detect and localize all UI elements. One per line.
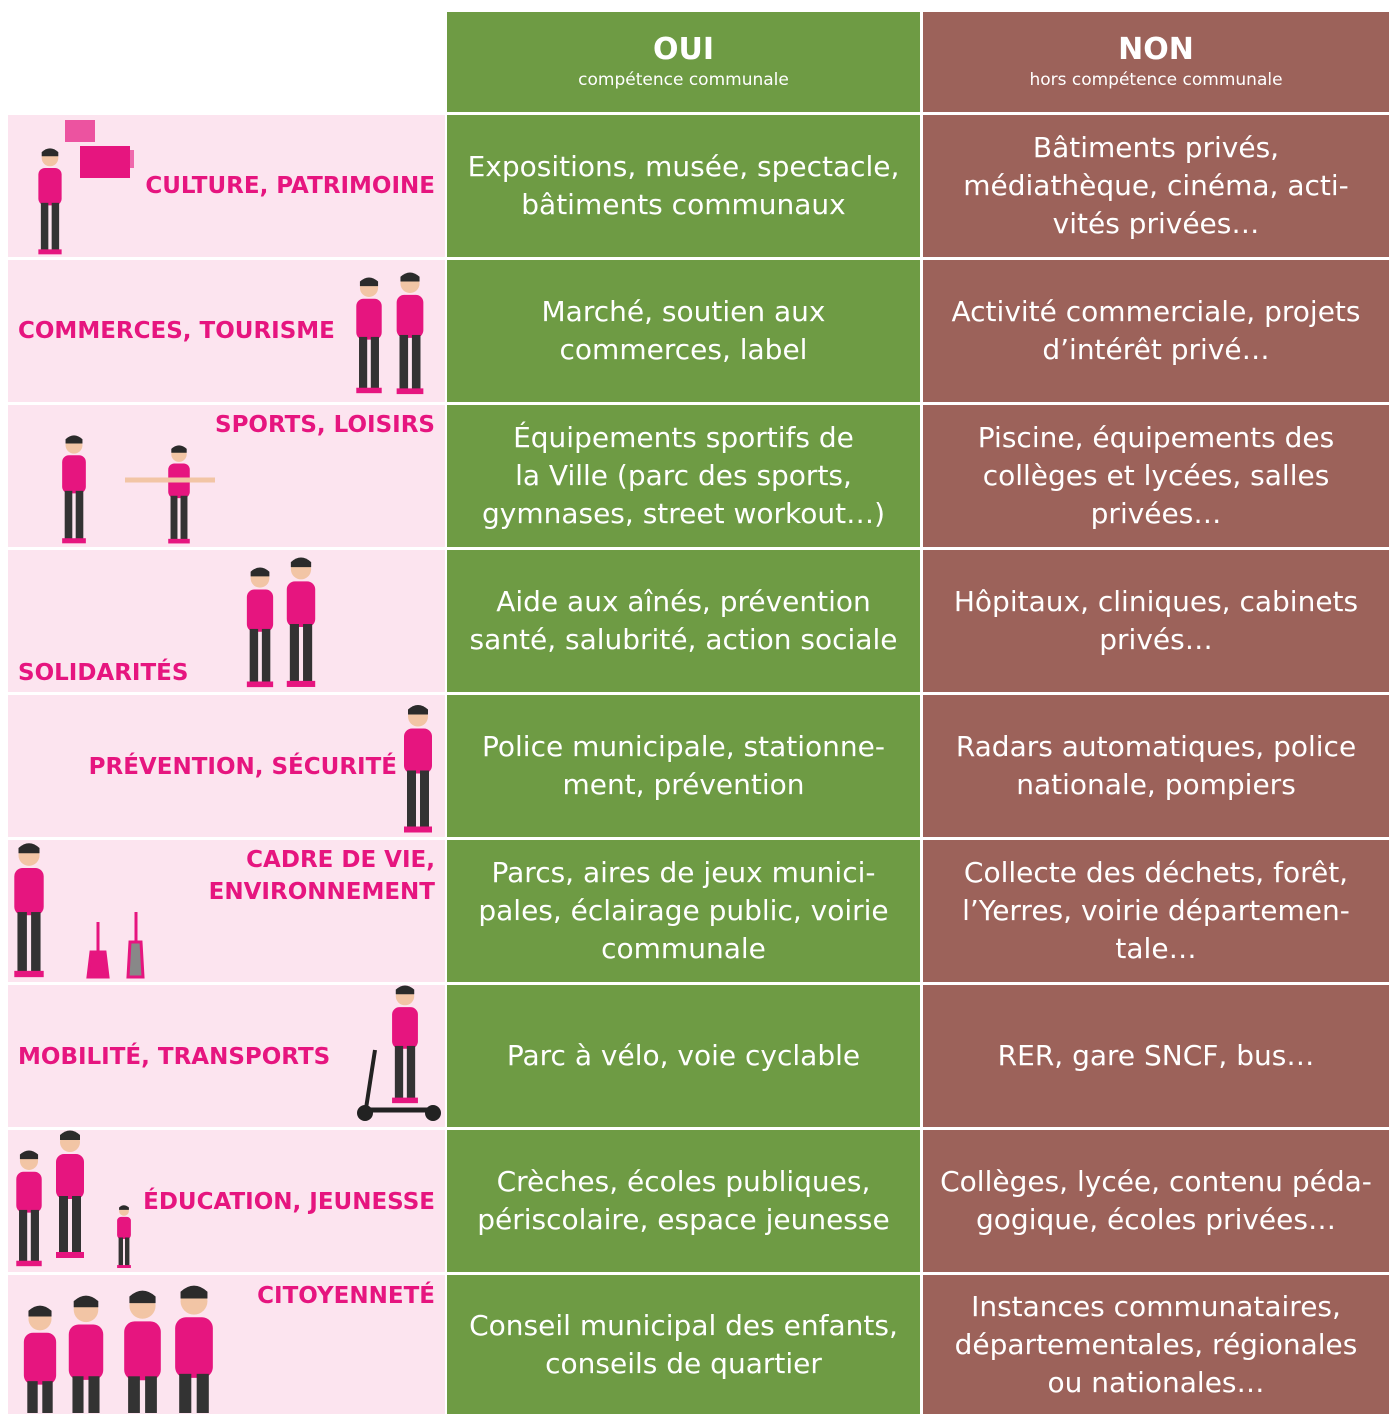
illustration [23, 1285, 213, 1413]
cell-line: privées… [1090, 497, 1222, 530]
cell-line: ou nationales… [1047, 1365, 1265, 1399]
cell-line: nationale, pompiers [1016, 768, 1296, 801]
cell-line: Piscine, équipements des [977, 421, 1335, 454]
oui-cell: Marché, soutien aux commerces, label [447, 260, 920, 402]
label-line: SPORTS, LOISIRS [215, 412, 435, 438]
label-line: MOBILITÉ, TRANSPORTS [18, 1044, 331, 1070]
cell-line: bâtiments communaux [521, 188, 846, 221]
oui-cell: Aide aux aînés, prévention santé, salubri… [447, 550, 920, 692]
oui-cell: Parcs, aires de jeux munici-pales, éclai… [447, 840, 920, 982]
header-subtitle: hors compétence communale [1029, 70, 1283, 90]
cell-line: la Ville (parc des sports, [515, 459, 852, 492]
illustration [62, 435, 215, 544]
cell-line: Collèges, lycée, contenu péda- [940, 1165, 1372, 1198]
label-line: CULTURE, PATRIMOINE [145, 173, 435, 199]
illustration [356, 272, 424, 395]
non-cell: Hôpitaux, cliniques, cabinets privés… [923, 550, 1389, 692]
cell-line: départementales, régionales [954, 1327, 1358, 1361]
cell-line: périscolaire, espace jeunesse [477, 1203, 890, 1236]
column-header: OUI compétence communale [447, 12, 920, 112]
illustration [246, 557, 316, 688]
row-label-cell: CADRE DE VIE, ENVIRONNEMENT [8, 840, 445, 982]
non-cell: Instances communataires, départementales,… [923, 1275, 1389, 1414]
cell-line: Aide aux aînés, prévention [496, 585, 871, 618]
non-cell: Bâtiments privés, médiathèque, cinéma, ac… [923, 115, 1389, 257]
non-cell: Collèges, lycée, contenu péda-gogique, é… [923, 1130, 1389, 1272]
header-title: NON [1118, 32, 1194, 67]
row-label: MOBILITÉ, TRANSPORTS [18, 1041, 330, 1073]
cell-line: pales, éclairage public, voirie [478, 894, 889, 927]
cell-line: tale… [1115, 932, 1197, 965]
row-label-cell: PRÉVENTION, SÉCURITÉ [8, 695, 445, 837]
oui-cell: Conseil municipal des enfants, conseils d… [447, 1275, 920, 1414]
label-line: SOLIDARITÉS [18, 660, 189, 686]
illustration [38, 120, 134, 255]
oui-cell: Police municipale, stationne-ment, préve… [447, 695, 920, 837]
row-label: SPORTS, LOISIRS [215, 409, 435, 441]
cell-line: Collecte des déchets, forêt, [963, 856, 1349, 889]
cell-line: communale [601, 932, 766, 965]
cell-line: gymnases, street workout…) [481, 497, 886, 530]
cell-line: privés… [1099, 623, 1213, 656]
non-cell: RER, gare SNCF, bus… [923, 985, 1389, 1127]
cell-line: Radars automatiques, police [955, 730, 1357, 763]
oui-cell: Crèches, écoles publiques, périscolaire, … [447, 1130, 920, 1272]
cell-line: Instances communataires, [971, 1289, 1341, 1323]
non-cell: Activité commerciale, projets d’intérêt p… [923, 260, 1389, 402]
non-cell: Radars automatiques, police nationale, po… [923, 695, 1389, 837]
cell-line: Équipements sportifs de [513, 421, 854, 454]
cell-line: vités privées… [1052, 207, 1260, 240]
cell-line: Crèches, écoles publiques, [496, 1165, 871, 1198]
cell-line: Activité commerciale, projets [951, 295, 1361, 328]
non-cell: Collecte des déchets, forêt, l’Yerres, vo… [923, 840, 1389, 982]
label-line: ENVIRONNEMENT [208, 879, 435, 905]
label-line: ÉDUCATION, JEUNESSE [143, 1189, 435, 1215]
cell-line: conseils de quartier [545, 1346, 822, 1380]
illustration [16, 1130, 131, 1269]
label-line: CITOYENNETÉ [257, 1283, 435, 1309]
cell-line: d’intérêt privé… [1042, 333, 1270, 366]
row-label: ÉDUCATION, JEUNESSE [143, 1186, 435, 1218]
cell-line: médiathèque, cinéma, acti- [963, 169, 1349, 202]
cell-line: santé, salubrité, action sociale [469, 623, 898, 656]
illustration [404, 705, 432, 833]
cell-line: Bâtiments privés, [1032, 131, 1280, 164]
cell-line: commerces, label [559, 333, 808, 366]
label-line: CADRE DE VIE, [246, 847, 435, 873]
row-label: CITOYENNETÉ [257, 1280, 435, 1312]
header-title: OUI [652, 32, 715, 67]
row-label-cell: SOLIDARITÉS [8, 550, 445, 692]
row-label: COMMERCES, TOURISME [18, 315, 335, 347]
row-label: SOLIDARITÉS [18, 657, 188, 689]
cell-line: Parc à vélo, voie cyclable [506, 1039, 861, 1072]
header-subtitle: compétence communale [578, 70, 789, 90]
illustration [357, 985, 441, 1121]
cell-line: Parcs, aires de jeux munici- [491, 856, 876, 889]
label-line: PRÉVENTION, SÉCURITÉ [88, 754, 397, 780]
non-cell: Piscine, équipements des collèges et lycé… [923, 405, 1389, 547]
cell-line: ment, prévention [562, 768, 805, 801]
cell-line: RER, gare SNCF, bus… [997, 1039, 1315, 1072]
oui-cell: Équipements sportifs de la Ville (parc de… [447, 405, 920, 547]
row-label: PRÉVENTION, SÉCURITÉ [89, 751, 397, 783]
cell-line: Marché, soutien aux [541, 295, 826, 328]
illustration [14, 843, 145, 979]
label-line: COMMERCES, TOURISME [18, 318, 335, 344]
cell-line: Hôpitaux, cliniques, cabinets [953, 585, 1359, 618]
cell-line: Conseil municipal des enfants, [469, 1308, 898, 1342]
cell-line: Expositions, musée, spectacle, [467, 150, 900, 183]
column-header: NON hors compétence communale [923, 12, 1389, 112]
oui-cell: Expositions, musée, spectacle, bâtiments … [447, 115, 920, 257]
cell-line: Police municipale, stationne- [482, 730, 885, 763]
cell-line: gogique, écoles privées… [976, 1203, 1336, 1236]
cell-line: l’Yerres, voirie départemen- [962, 894, 1350, 927]
oui-cell: Parc à vélo, voie cyclable [447, 985, 920, 1127]
row-label: CULTURE, PATRIMOINE [145, 170, 435, 202]
cell-line: collèges et lycées, salles [982, 459, 1330, 492]
row-label: CADRE DE VIE, ENVIRONNEMENT [209, 844, 435, 908]
